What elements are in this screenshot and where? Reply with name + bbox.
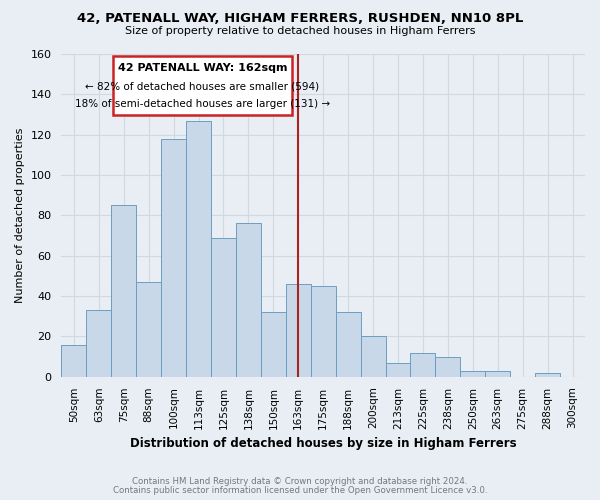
Bar xyxy=(236,224,261,377)
X-axis label: Distribution of detached houses by size in Higham Ferrers: Distribution of detached houses by size … xyxy=(130,437,517,450)
Text: 42, PATENALL WAY, HIGHAM FERRERS, RUSHDEN, NN10 8PL: 42, PATENALL WAY, HIGHAM FERRERS, RUSHDE… xyxy=(77,12,523,26)
Bar xyxy=(286,284,311,377)
Bar xyxy=(311,286,335,377)
Bar xyxy=(186,120,211,377)
Text: Size of property relative to detached houses in Higham Ferrers: Size of property relative to detached ho… xyxy=(125,26,475,36)
Bar xyxy=(460,371,485,377)
Bar xyxy=(261,312,286,377)
Bar xyxy=(136,282,161,377)
Y-axis label: Number of detached properties: Number of detached properties xyxy=(15,128,25,303)
Text: Contains public sector information licensed under the Open Government Licence v3: Contains public sector information licen… xyxy=(113,486,487,495)
Bar xyxy=(386,362,410,377)
Text: Contains HM Land Registry data © Crown copyright and database right 2024.: Contains HM Land Registry data © Crown c… xyxy=(132,477,468,486)
Bar xyxy=(211,238,236,377)
Text: 42 PATENALL WAY: 162sqm: 42 PATENALL WAY: 162sqm xyxy=(118,63,287,73)
Bar xyxy=(535,373,560,377)
Bar xyxy=(111,206,136,377)
Bar xyxy=(436,356,460,377)
Text: ← 82% of detached houses are smaller (594): ← 82% of detached houses are smaller (59… xyxy=(85,81,319,91)
Bar xyxy=(86,310,111,377)
Text: 18% of semi-detached houses are larger (131) →: 18% of semi-detached houses are larger (… xyxy=(75,100,330,110)
Bar xyxy=(61,344,86,377)
Bar xyxy=(113,56,292,114)
Bar xyxy=(485,371,510,377)
Bar xyxy=(335,312,361,377)
Bar xyxy=(410,352,436,377)
Bar xyxy=(361,336,386,377)
Bar xyxy=(161,138,186,377)
